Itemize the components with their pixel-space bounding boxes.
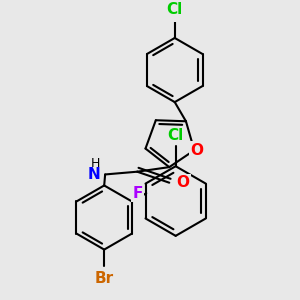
Text: O: O <box>190 143 203 158</box>
Text: N: N <box>88 167 100 182</box>
Text: O: O <box>177 175 190 190</box>
Text: Cl: Cl <box>167 2 183 17</box>
Text: F: F <box>132 186 142 201</box>
Text: H: H <box>91 157 101 170</box>
Text: Cl: Cl <box>167 128 184 143</box>
Text: Br: Br <box>94 271 114 286</box>
